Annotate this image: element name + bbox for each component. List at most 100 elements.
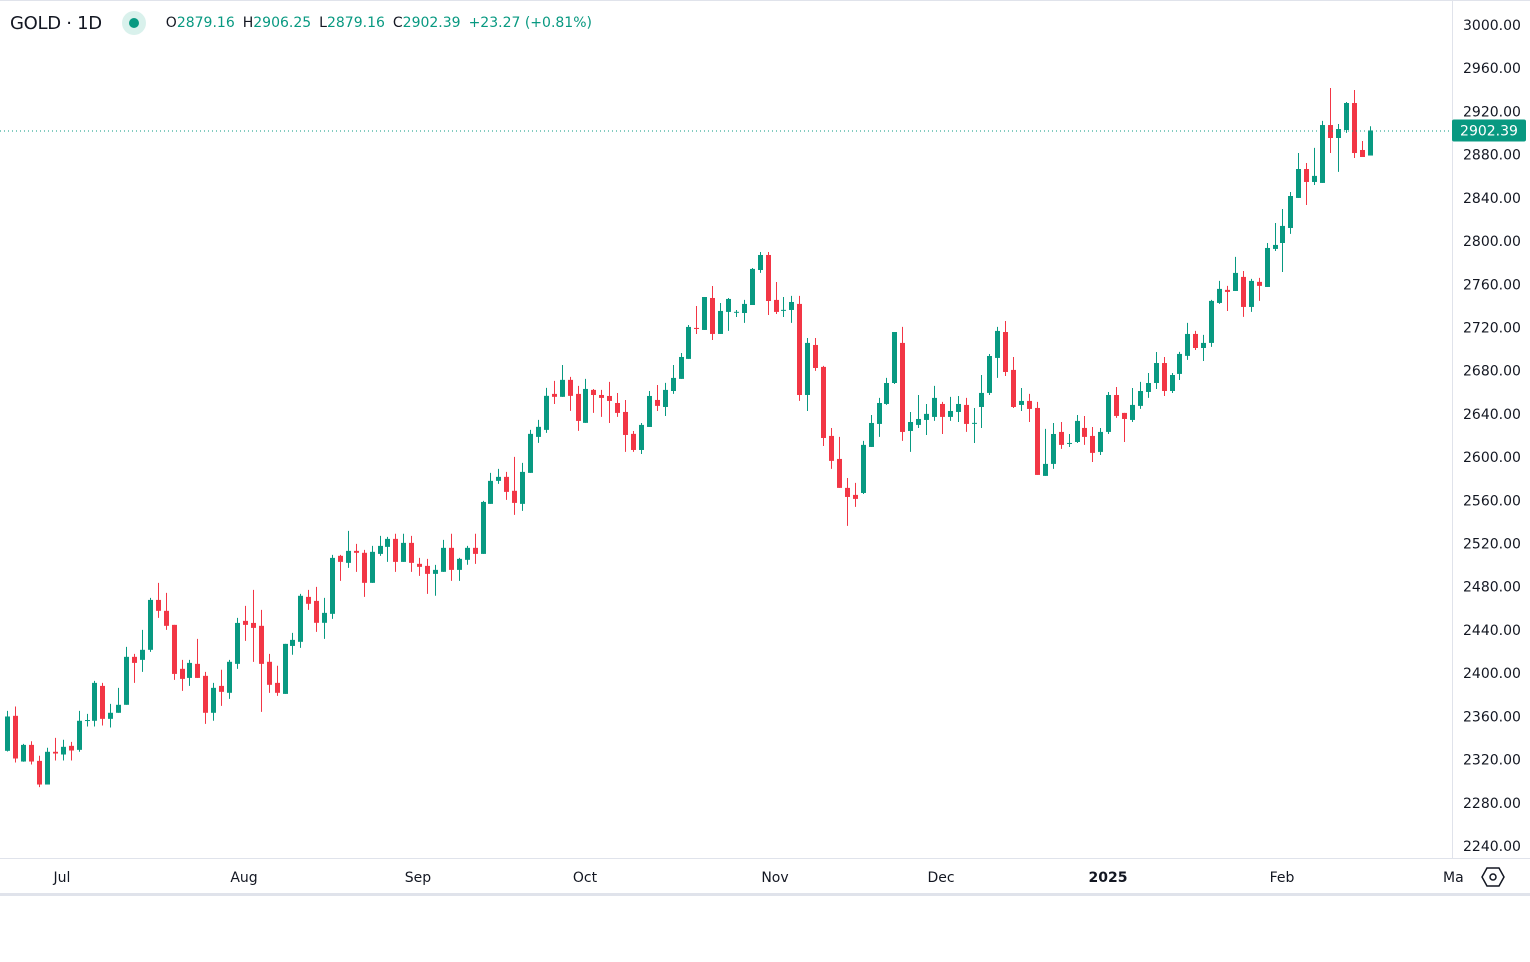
candle: [576, 385, 581, 431]
candle-body: [1233, 272, 1238, 291]
candle-body: [370, 551, 375, 583]
candle: [1233, 256, 1238, 291]
candle: [1217, 280, 1222, 304]
candle-body: [116, 704, 121, 713]
candle-body: [797, 303, 802, 395]
candle: [1059, 421, 1064, 449]
candle-body: [869, 422, 874, 447]
candle-body: [924, 413, 929, 420]
candle: [61, 739, 66, 761]
candle: [829, 427, 834, 469]
candle: [385, 536, 390, 562]
candle-body: [465, 547, 470, 560]
candle: [845, 477, 850, 526]
candle-body: [1011, 369, 1016, 407]
candle-body: [1043, 463, 1048, 476]
candle-body: [37, 760, 42, 785]
candle-body: [156, 599, 161, 611]
candle: [1098, 427, 1103, 455]
candle: [77, 710, 82, 752]
price-tick-label: 2720.00: [1463, 320, 1521, 336]
candle: [53, 737, 58, 761]
candle: [742, 299, 747, 323]
candle-body: [1106, 394, 1111, 432]
candle-body: [164, 610, 169, 626]
candle: [211, 682, 216, 721]
candle-body: [5, 716, 10, 751]
candle-body: [449, 547, 454, 570]
candle: [1106, 391, 1111, 434]
candle-body: [1154, 363, 1159, 383]
candle: [259, 609, 264, 712]
candle: [1241, 270, 1246, 317]
candle: [481, 500, 486, 554]
change-value: +23.27 (+0.81%): [468, 15, 592, 31]
price-tick-label: 2280.00: [1463, 796, 1521, 812]
candle-body: [884, 382, 889, 404]
candle: [433, 564, 438, 596]
candle: [275, 665, 280, 696]
candle: [488, 472, 493, 504]
candle-body: [354, 550, 359, 553]
candle: [663, 382, 668, 416]
symbol-title[interactable]: GOLD · 1D: [10, 12, 102, 34]
candle-body: [671, 377, 676, 391]
candle: [148, 597, 153, 652]
time-tick-label: Jul: [53, 870, 71, 886]
candle: [1344, 102, 1349, 133]
candle: [251, 589, 256, 662]
candle-body: [607, 395, 612, 401]
candle: [298, 593, 303, 648]
candle: [504, 471, 509, 500]
candle-body: [504, 476, 509, 492]
price-tick-label: 3000.00: [1463, 18, 1521, 34]
candle-body: [140, 649, 145, 660]
candle-body: [576, 393, 581, 421]
candle: [1185, 322, 1190, 360]
candle: [1130, 387, 1135, 422]
candle-body: [417, 563, 422, 567]
price-tick-label: 2240.00: [1463, 839, 1521, 855]
candle: [1352, 90, 1357, 158]
candle-body: [710, 297, 715, 334]
high-value: 2906.25: [253, 15, 312, 31]
candle: [1003, 320, 1008, 376]
candle: [1201, 334, 1206, 361]
candle-body: [243, 620, 248, 625]
candle-body: [203, 675, 208, 713]
status-dot-icon[interactable]: [121, 11, 146, 35]
settings-hexagon-icon[interactable]: [1481, 866, 1505, 888]
candle-body: [1146, 382, 1151, 392]
candle-body: [61, 746, 66, 755]
candle: [13, 706, 18, 763]
candle-body: [457, 558, 462, 570]
price-axis[interactable]: 3000.00 2960.00 2920.00 2880.00 2840.00 2800.…: [1463, 18, 1521, 855]
candle-body: [631, 433, 636, 450]
time-axis[interactable]: Jul Aug Sep Oct Nov Dec 2025 Feb Ma: [53, 870, 1464, 886]
candle: [1209, 299, 1214, 347]
candle-body: [92, 682, 97, 721]
candle: [378, 535, 383, 556]
candle-body: [805, 342, 810, 395]
candle-body: [393, 538, 398, 562]
time-tick-label: Dec: [927, 870, 954, 886]
candle: [1051, 422, 1056, 469]
time-tick-label: Oct: [573, 870, 598, 886]
candle: [1027, 393, 1032, 422]
candle-body: [1328, 125, 1333, 138]
candle: [457, 557, 462, 581]
candle-body: [995, 330, 1000, 358]
candle: [1043, 428, 1048, 476]
candle: [164, 592, 169, 630]
candle-body: [1162, 363, 1167, 391]
candle-body: [964, 404, 969, 424]
candle: [283, 643, 288, 694]
candle: [69, 741, 74, 761]
candle-body: [1217, 288, 1222, 303]
candle-body: [180, 668, 185, 679]
candle-body: [900, 342, 905, 432]
candle: [124, 646, 129, 705]
ohlc-values: O2879.16 H2906.25 L2879.16 C2902.39: [166, 15, 461, 31]
candle-body: [877, 402, 882, 424]
